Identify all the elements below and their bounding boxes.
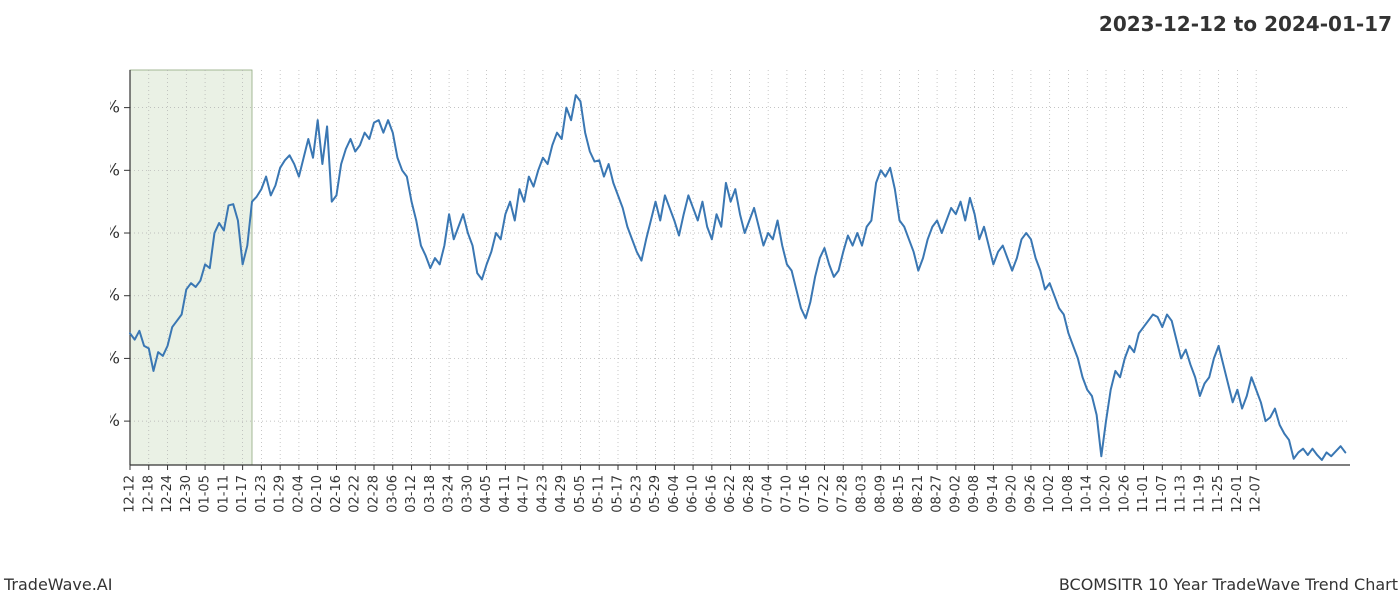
svg-text:03-06: 03-06	[385, 475, 400, 513]
svg-text:01-23: 01-23	[254, 475, 269, 513]
svg-text:05-17: 05-17	[611, 475, 626, 513]
svg-text:12-07: 12-07	[1249, 475, 1264, 513]
svg-text:12-30: 12-30	[179, 475, 194, 513]
svg-text:06-28: 06-28	[742, 475, 757, 513]
svg-text:07-10: 07-10	[779, 475, 794, 513]
svg-text:05-23: 05-23	[629, 475, 644, 513]
svg-text:11-01: 11-01	[1136, 475, 1151, 513]
svg-text:10-14: 10-14	[1080, 475, 1095, 513]
svg-text:40.0%: 40.0%	[110, 348, 120, 368]
svg-text:01-17: 01-17	[235, 475, 250, 513]
svg-text:12-24: 12-24	[160, 475, 175, 513]
svg-text:02-10: 02-10	[310, 475, 325, 513]
svg-text:09-02: 09-02	[948, 475, 963, 513]
svg-text:04-11: 04-11	[498, 475, 513, 513]
svg-text:05-11: 05-11	[592, 475, 607, 513]
svg-text:04-23: 04-23	[535, 475, 550, 513]
svg-text:11-07: 11-07	[1155, 475, 1170, 513]
svg-text:60.0%: 60.0%	[110, 98, 120, 118]
svg-text:05-29: 05-29	[648, 475, 663, 513]
svg-text:07-28: 07-28	[836, 475, 851, 513]
svg-text:07-04: 07-04	[761, 475, 776, 513]
svg-text:08-21: 08-21	[911, 475, 926, 513]
svg-text:09-14: 09-14	[986, 475, 1001, 513]
svg-text:03-30: 03-30	[460, 475, 475, 513]
svg-text:02-04: 02-04	[291, 475, 306, 513]
svg-text:55.0%: 55.0%	[110, 160, 120, 180]
svg-text:09-20: 09-20	[1005, 475, 1020, 513]
svg-text:10-08: 10-08	[1061, 475, 1076, 513]
svg-text:01-05: 01-05	[198, 475, 213, 513]
svg-text:35.0%: 35.0%	[110, 411, 120, 431]
svg-text:03-12: 03-12	[404, 475, 419, 513]
svg-text:07-16: 07-16	[798, 475, 813, 513]
svg-text:08-15: 08-15	[892, 475, 907, 513]
svg-text:50.0%: 50.0%	[110, 223, 120, 243]
svg-text:03-18: 03-18	[423, 475, 438, 513]
svg-text:06-04: 06-04	[667, 475, 682, 513]
svg-text:12-18: 12-18	[141, 475, 156, 513]
brand-label: TradeWave.AI	[4, 575, 112, 594]
svg-text:02-28: 02-28	[367, 475, 382, 513]
chart-title: BCOMSITR 10 Year TradeWave Trend Chart	[1059, 575, 1398, 594]
svg-text:04-17: 04-17	[517, 475, 532, 513]
svg-text:02-16: 02-16	[329, 475, 344, 513]
svg-text:04-05: 04-05	[479, 475, 494, 513]
svg-text:45.0%: 45.0%	[110, 286, 120, 306]
svg-text:08-03: 08-03	[855, 475, 870, 513]
svg-text:06-22: 06-22	[723, 475, 738, 513]
svg-text:02-22: 02-22	[348, 475, 363, 513]
svg-text:09-26: 09-26	[1023, 475, 1038, 513]
svg-text:11-25: 11-25	[1211, 475, 1226, 513]
svg-text:08-09: 08-09	[873, 475, 888, 513]
svg-text:06-10: 06-10	[686, 475, 701, 513]
svg-text:11-19: 11-19	[1192, 475, 1207, 513]
svg-text:10-26: 10-26	[1117, 475, 1132, 513]
svg-text:11-13: 11-13	[1174, 475, 1189, 513]
svg-text:03-24: 03-24	[442, 475, 457, 513]
svg-text:12-01: 12-01	[1230, 475, 1245, 513]
svg-text:10-20: 10-20	[1099, 475, 1114, 513]
trend-chart: 35.0%40.0%45.0%50.0%55.0%60.0%12-1212-18…	[110, 60, 1370, 480]
svg-text:08-27: 08-27	[930, 475, 945, 513]
svg-text:01-29: 01-29	[273, 475, 288, 513]
svg-text:07-22: 07-22	[817, 475, 832, 513]
chart-svg: 35.0% 40.0% 45.0% 50.0% 55.0% 60.0% 12-1212-18…	[110, 60, 1370, 555]
date-range-title: 2023-12-12 to 2024-01-17	[1099, 12, 1392, 36]
svg-text:05-05: 05-05	[573, 475, 588, 513]
svg-text:06-16: 06-16	[704, 475, 719, 513]
svg-text:04-29: 04-29	[554, 475, 569, 513]
svg-text:01-11: 01-11	[216, 475, 231, 513]
svg-text:09-08: 09-08	[967, 475, 982, 513]
svg-text:10-02: 10-02	[1042, 475, 1057, 513]
svg-text:12-12: 12-12	[123, 475, 138, 513]
